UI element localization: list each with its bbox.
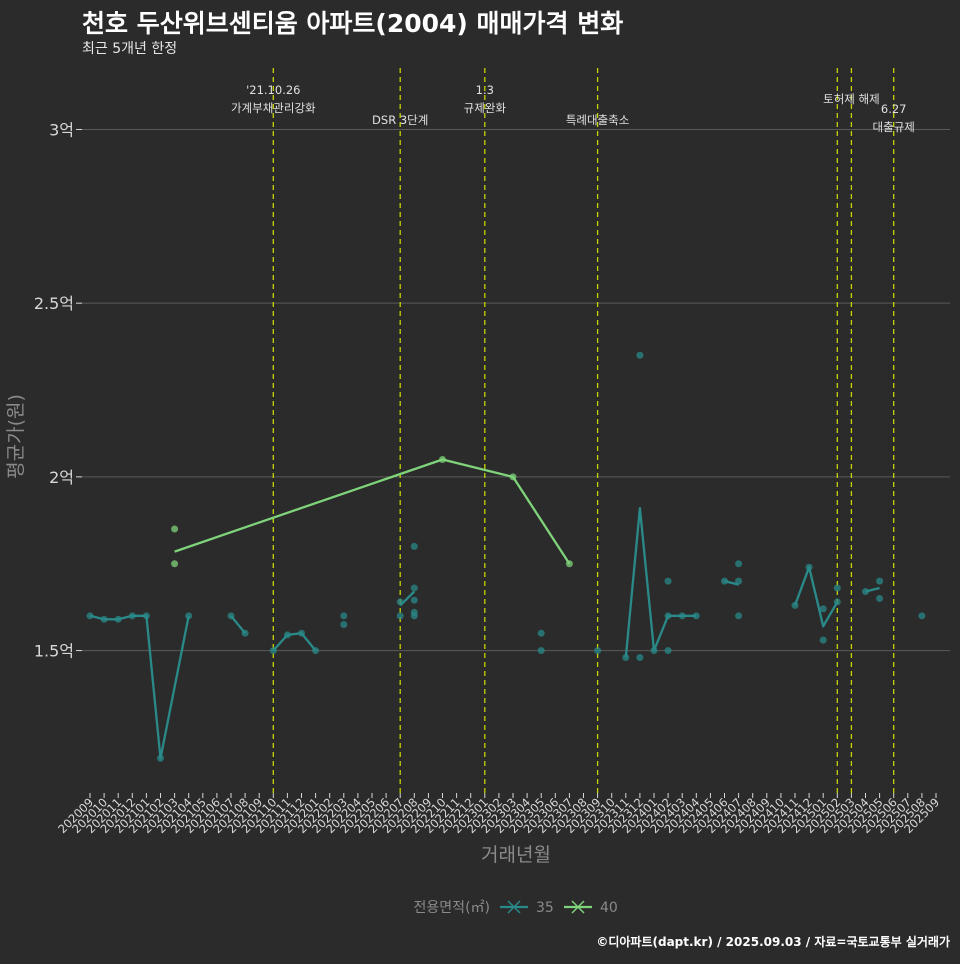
data-point-35 (735, 612, 743, 620)
data-point-35 (833, 598, 841, 606)
source-caption: ©디아파트(dapt.kr) / 2025.09.03 / 자료=국토교통부 실… (596, 935, 950, 949)
data-point-35 (227, 612, 235, 620)
data-point-35 (833, 584, 841, 592)
y-tick-label: 1.5억 (34, 642, 74, 661)
data-point-40 (171, 560, 179, 568)
data-point-35 (805, 563, 813, 571)
data-point-35 (636, 351, 644, 359)
data-point-35 (650, 647, 658, 655)
event-label: 특례대출축소 (566, 113, 629, 127)
data-point-35 (636, 654, 644, 662)
data-point-35 (410, 584, 418, 592)
data-point-35 (664, 577, 672, 585)
data-point-35 (185, 612, 193, 620)
data-point-40 (439, 456, 446, 464)
data-point-35 (735, 560, 743, 568)
data-point-35 (594, 647, 602, 655)
event-label: DSR 3단계 (372, 113, 428, 127)
data-point-35 (241, 629, 249, 637)
data-point-35 (269, 647, 277, 655)
legend-title: 전용면적(㎡) (414, 900, 490, 916)
series-line-35 (89, 614, 190, 760)
data-point-35 (862, 588, 869, 596)
data-point-35 (678, 612, 686, 620)
data-point-35 (410, 542, 418, 550)
data-point-35 (396, 612, 404, 620)
legend-swatch-mark (571, 900, 585, 914)
data-point-35 (791, 601, 799, 609)
data-point-35 (410, 608, 418, 616)
data-point-35 (721, 577, 728, 585)
data-point-35 (312, 647, 320, 655)
data-point-35 (876, 577, 884, 585)
data-point-35 (622, 654, 630, 662)
event-label: 토허제 해제 (823, 92, 880, 106)
y-tick-label: 2억 (49, 468, 74, 487)
event-label: 6.27 (881, 102, 907, 116)
series-line-35 (624, 506, 697, 658)
data-point-35 (735, 577, 743, 585)
event-label: 규제완화 (464, 101, 507, 115)
data-point-35 (142, 612, 150, 620)
event-label: 가계부채관리강화 (231, 101, 316, 115)
series-line-40 (174, 458, 571, 565)
chart-title: 천호 두산위브센티움 아파트(2004) 매매가격 변화 (82, 9, 624, 38)
data-point-35 (537, 647, 545, 655)
legend-label-35: 35 (536, 900, 554, 916)
data-point-35 (692, 612, 700, 620)
y-axis-title: 평균가(원) (5, 394, 27, 479)
data-point-35 (128, 612, 136, 620)
data-point-35 (664, 612, 672, 620)
data-point-35 (537, 629, 545, 637)
data-point-40 (509, 473, 517, 481)
data-point-35 (157, 754, 164, 762)
data-point-35 (283, 631, 291, 639)
chart-subtitle: 최근 5개년 한정 (82, 41, 178, 57)
y-tick-label: 3억 (49, 120, 74, 139)
data-point-40 (171, 525, 179, 533)
data-point-35 (876, 594, 884, 602)
legend-label-40: 40 (600, 900, 618, 916)
data-point-35 (819, 636, 827, 644)
data-point-35 (100, 615, 108, 623)
data-point-35 (86, 612, 94, 620)
data-point-35 (114, 615, 122, 623)
data-point-35 (410, 596, 418, 604)
event-label: '21.10.26 (246, 83, 300, 97)
series-line-35 (230, 615, 246, 634)
event-label: 대출규제 (873, 120, 915, 134)
legend-swatch-mark (507, 900, 521, 914)
data-point-35 (340, 612, 348, 620)
data-point-35 (918, 612, 926, 620)
data-point-35 (298, 629, 305, 637)
series-line-35 (272, 632, 317, 652)
data-point-40 (565, 560, 573, 568)
data-point-35 (340, 621, 348, 629)
y-tick-label: 2.5억 (34, 294, 74, 313)
data-point-35 (819, 605, 827, 613)
data-point-35 (396, 598, 404, 606)
event-label: 1.3 (476, 83, 494, 97)
series-line-35 (793, 566, 839, 628)
data-point-35 (664, 647, 672, 655)
x-axis-title: 거래년월 (481, 844, 551, 866)
